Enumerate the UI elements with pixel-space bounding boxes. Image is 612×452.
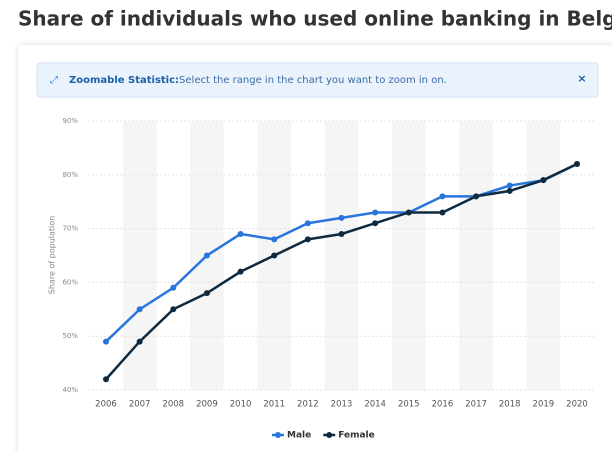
banner-text: Zoomable Statistic:Select the range in t… (69, 75, 447, 86)
data-point (136, 306, 143, 313)
data-point (574, 161, 580, 168)
banner-message: Select the range in the chart you want t… (179, 75, 447, 86)
data-point (304, 220, 311, 227)
zoom-icon: ⤢ (50, 75, 58, 86)
data-point (338, 214, 345, 221)
data-point (372, 209, 379, 216)
x-tick-label: 2017 (465, 400, 487, 410)
data-point (506, 182, 513, 189)
x-tick-label: 2012 (297, 400, 319, 410)
data-point (540, 177, 547, 184)
column-band (459, 121, 493, 390)
y-tick-label: 40% (62, 386, 78, 394)
chart-title: Share of individuals who used online ban… (18, 7, 612, 31)
y-tick-label: 70% (62, 225, 78, 233)
close-button[interactable]: × (577, 72, 586, 85)
x-tick-label: 2008 (162, 400, 184, 410)
data-point (136, 338, 143, 345)
data-point (170, 306, 177, 313)
data-point (103, 376, 109, 383)
x-tick-label: 2011 (263, 400, 285, 410)
x-tick-label: 2010 (230, 400, 252, 410)
legend-label: Male (287, 431, 311, 441)
data-point (439, 209, 446, 216)
x-tick-label: 2007 (129, 400, 151, 410)
x-tick-label: 2016 (432, 400, 454, 410)
data-point (338, 230, 345, 237)
data-point (506, 187, 513, 194)
data-point (473, 193, 480, 200)
data-point (170, 284, 177, 291)
data-point (237, 268, 244, 275)
card (18, 45, 612, 452)
column-band (526, 121, 561, 390)
column-band (391, 121, 426, 390)
data-point (372, 220, 379, 227)
legend-marker (275, 432, 281, 438)
x-tick-label: 2018 (499, 400, 521, 410)
x-tick-label: 2013 (331, 400, 353, 410)
data-point (304, 236, 311, 243)
data-point (405, 209, 412, 216)
data-point (271, 252, 278, 259)
y-axis-label: Share of population (48, 216, 57, 294)
legend-label: Female (338, 431, 375, 441)
column-band (122, 121, 157, 390)
column-band (324, 121, 359, 390)
y-tick-label: 60% (62, 278, 78, 286)
data-point (103, 338, 109, 345)
x-tick-label: 2014 (364, 400, 386, 410)
x-tick-label: 2006 (95, 400, 117, 410)
x-tick-label: 2019 (533, 400, 555, 410)
data-point (203, 290, 210, 297)
y-tick-label: 80% (62, 171, 78, 179)
data-point (439, 193, 446, 200)
y-tick-label: 50% (62, 332, 78, 340)
legend-marker (326, 432, 333, 438)
data-point (203, 252, 210, 259)
zoom-banner (36, 62, 599, 98)
data-point (271, 236, 278, 243)
data-point (237, 230, 244, 237)
y-tick-label: 90% (62, 117, 78, 125)
x-tick-label: 2009 (196, 400, 218, 410)
x-tick-label: 2015 (398, 400, 420, 410)
banner-label: Zoomable Statistic: (69, 75, 179, 86)
x-tick-label: 2020 (566, 400, 588, 410)
